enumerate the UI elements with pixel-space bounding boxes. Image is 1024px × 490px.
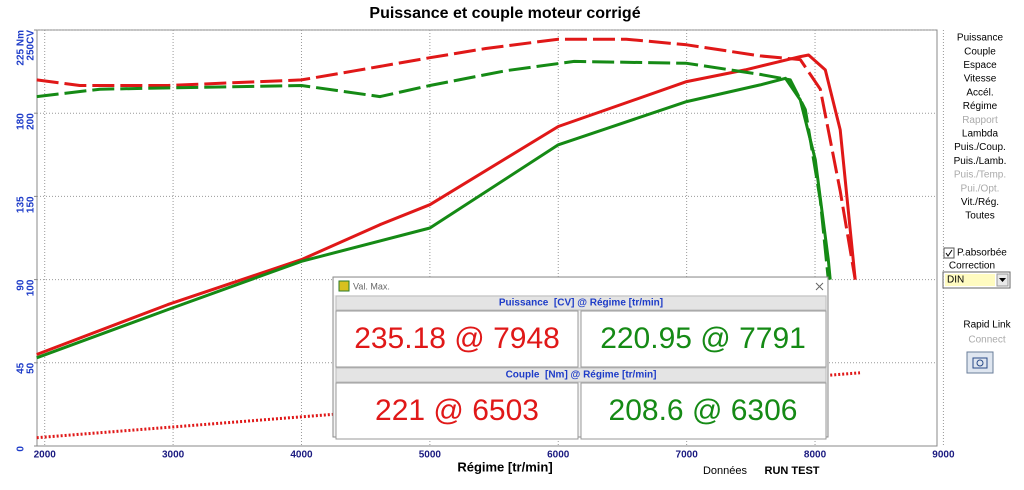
link-title: Rapid Link <box>963 320 1011 331</box>
menu-item[interactable]: Espace <box>963 60 997 71</box>
menu-item[interactable]: Puis./Coup. <box>954 142 1006 153</box>
popup-titlebar <box>334 278 827 295</box>
series-line <box>36 37 857 280</box>
camera-lens <box>976 359 984 367</box>
correction-label: Correction <box>949 261 995 272</box>
popup-title: Val. Max. <box>353 281 390 291</box>
y2-tick-label: 180 <box>16 113 27 130</box>
y2-tick-label: 90 <box>16 279 27 291</box>
section-header-bg <box>335 295 827 311</box>
menu-item[interactable]: Lambda <box>962 129 999 140</box>
value-box <box>580 310 827 368</box>
camera-icon <box>972 357 988 369</box>
menu-item[interactable]: Rapport <box>962 115 998 126</box>
x-tick-label: 9000 <box>932 450 955 461</box>
max-value: 220.95 @ 7791 <box>600 322 806 355</box>
menu: Puissance Couple Espace Vitesse Accél. Régime… <box>954 33 1007 222</box>
correction-value[interactable]: DIN <box>947 275 964 286</box>
y2-tick-label: 45 <box>16 362 27 374</box>
check-mark <box>945 249 953 257</box>
section-header-bg <box>335 367 827 383</box>
value-box <box>335 382 579 440</box>
checkbox-label[interactable]: P.absorbée <box>957 248 1007 259</box>
x-tick-label: 4000 <box>290 450 313 461</box>
y-tick-label: 100 <box>26 279 37 296</box>
y2-tick-label: 225 Nm <box>16 30 27 66</box>
x-axis-label: Régime [tr/min] <box>457 459 552 474</box>
x-tick-label: 3000 <box>162 450 185 461</box>
value-box <box>580 382 827 440</box>
menu-item[interactable]: Régime <box>963 101 998 112</box>
menu-item[interactable]: Vitesse <box>964 74 997 85</box>
data-label: Données <box>703 465 748 477</box>
max-value: 208.6 @ 6306 <box>609 394 798 427</box>
x-tick-label: 7000 <box>676 450 699 461</box>
section-header: Puissance [CV] @ Régime [tr/min] <box>499 298 663 309</box>
link-action[interactable]: Connect <box>968 335 1005 346</box>
camera-button[interactable] <box>966 351 994 374</box>
x-tick-label: 8000 <box>804 450 827 461</box>
menu-item[interactable]: Puis./Temp. <box>954 170 1006 181</box>
x-tick-label: 2000 <box>34 450 57 461</box>
select-highlight <box>945 274 995 286</box>
series-line <box>36 53 857 356</box>
section-header: Couple [Nm] @ Régime [tr/min] <box>506 370 657 381</box>
menu-item[interactable]: Couple <box>964 46 996 57</box>
checkbox[interactable] <box>943 247 955 259</box>
y2-tick-label: 0 <box>16 446 27 452</box>
max-value: 221 @ 6503 <box>375 394 539 427</box>
run-label: RUN TEST <box>765 465 820 477</box>
menu-item[interactable]: Toutes <box>965 211 994 222</box>
popup-close[interactable] <box>815 282 824 291</box>
value-box <box>335 310 579 368</box>
menu-item[interactable]: Vit./Rég. <box>961 197 999 208</box>
popup: Val. Max. Puissance [CV] @ Régime [tr/min… <box>332 276 829 440</box>
y2-tick-label: 135 <box>16 196 27 213</box>
menu-item[interactable]: Puissance <box>957 33 1004 44</box>
max-value: 235.18 @ 7948 <box>354 322 560 355</box>
y-tick-label: 250CV <box>26 30 37 61</box>
menu-item[interactable]: Pui./Opt. <box>961 183 1000 194</box>
y-tick-label: 50 <box>26 362 37 374</box>
select-arrow <box>999 278 1006 282</box>
series-line <box>36 59 830 280</box>
menu-item[interactable]: Accél. <box>966 87 993 98</box>
y-tick-label: 200 <box>26 113 37 130</box>
y-tick-label: 150 <box>26 196 37 213</box>
x-tick-label: 5000 <box>419 450 442 461</box>
x-tick-label: 6000 <box>547 450 570 461</box>
menu-item[interactable]: Puis./Lamb. <box>954 156 1007 167</box>
popup-icon <box>338 280 350 292</box>
chart-title: Puissance et couple moteur corrigé <box>369 5 640 22</box>
